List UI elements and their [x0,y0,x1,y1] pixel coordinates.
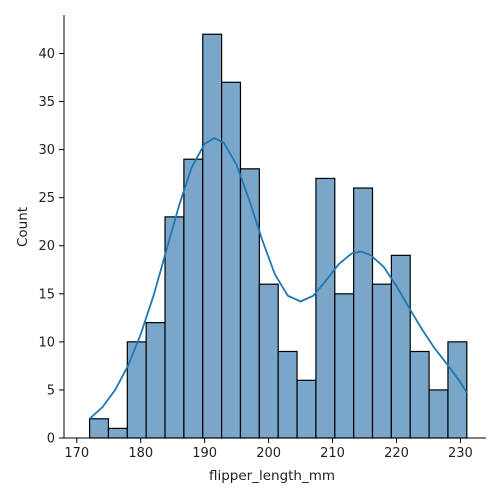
x-axis-label: flipper_length_mm [209,468,335,484]
axes-group: 170 180 190 200 210 220 230 0 5 10 15 20 25 30 35 40 [38,15,486,461]
x-tick-label: 170 [64,446,89,461]
x-tick-label: 220 [384,446,409,461]
y-tick-label: 5 [47,383,55,398]
histogram-bar [258,283,279,439]
histogram-bar [164,216,185,439]
histogram-bar [221,81,242,439]
histogram-bar [183,158,204,439]
bars-group [88,33,468,439]
histogram-bar [277,350,298,439]
histogram-bar [447,341,468,439]
y-tick-label: 10 [38,335,55,350]
x-tick-label: 230 [448,446,473,461]
histogram-bar [88,418,110,439]
y-axis-label: Count [15,207,31,247]
x-tick-label: 200 [256,446,281,461]
x-tick-label: 210 [320,446,345,461]
histogram-bar [126,341,147,439]
histogram-bar [145,322,166,439]
histogram-bar [107,427,128,439]
x-tick-label: 190 [192,446,217,461]
y-tick-label: 30 [38,143,55,158]
y-tick-label: 35 [38,95,55,110]
y-tick-label: 40 [38,47,55,62]
y-tick-label: 0 [47,432,55,447]
kde-curve [88,137,468,420]
histogram-bar [239,168,260,439]
histogram-bar [334,293,355,439]
histogram-bar [371,283,392,439]
histogram-bar [202,33,223,439]
histogram-bar [428,389,449,439]
y-tick-label: 25 [38,191,55,206]
histogram-bar [296,379,317,439]
y-tick-label: 15 [38,287,55,302]
histogram-bar [315,177,336,439]
histogram-bar [353,187,374,439]
y-tick-label: 20 [38,239,55,254]
x-tick-label: 180 [128,446,153,461]
histogram-bar [409,350,430,439]
